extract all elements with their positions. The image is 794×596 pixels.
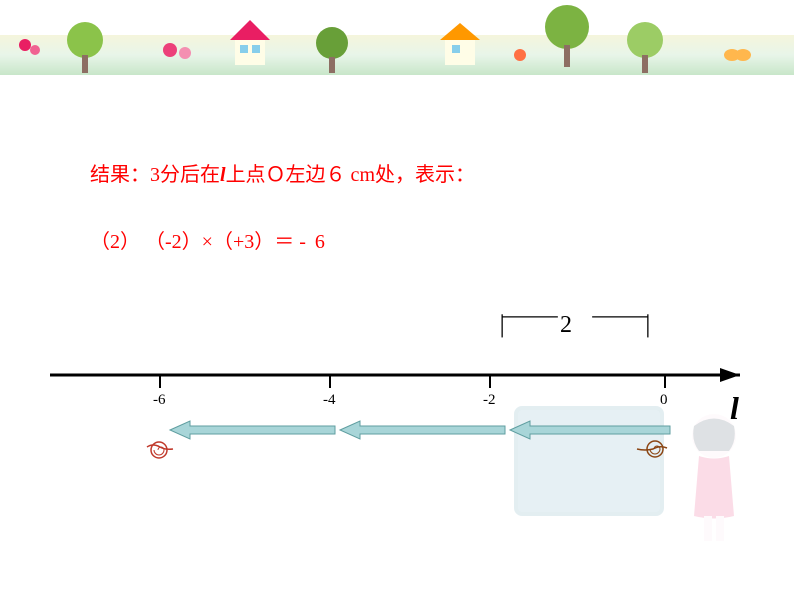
result-text-content: 结果：3分后在l上点Ｏ左边６ cm处，表示： — [90, 164, 475, 186]
arrow-segment-2 — [340, 421, 505, 439]
butterfly-decoration — [720, 40, 755, 70]
number-line-axis — [50, 360, 750, 390]
equation-expression: （-2）×（+3）＝ — [145, 231, 294, 253]
tick-label-neg6: -6 — [153, 392, 166, 409]
tree-decoration-1 — [60, 20, 110, 75]
tick-label-0: 0 — [660, 392, 668, 409]
tree-decoration-2 — [310, 25, 355, 75]
result-text: 结果：3分后在l上点Ｏ左边６ cm处，表示： — [90, 158, 475, 187]
header-gradient-bg — [0, 35, 794, 75]
flower-decoration-3 — [505, 40, 540, 75]
flower-decoration-2 — [155, 35, 205, 75]
tick-label-neg4: -4 — [323, 392, 336, 409]
decorative-header — [0, 0, 794, 90]
flower-decoration-1 — [10, 30, 50, 70]
tree-decoration-4 — [620, 20, 670, 75]
number-line-diagram: 2 -6 -4 -2 0 l — [50, 310, 750, 460]
snail-icon-start — [635, 435, 670, 460]
equation-result: - 6 — [299, 231, 327, 253]
equation-line: （2） （-2）×（+3）＝ - 6 — [90, 225, 327, 254]
bracket-value-label: 2 — [560, 312, 572, 339]
tick-label-neg2: -2 — [483, 392, 496, 409]
house-decoration-1 — [220, 10, 280, 70]
measurement-bracket — [485, 310, 665, 340]
house-decoration-2 — [430, 15, 490, 70]
equation-label: （2） — [90, 231, 140, 253]
tree-decoration-3 — [540, 5, 595, 70]
snail-icon-end — [145, 435, 180, 460]
arrow-segment-3 — [170, 421, 335, 439]
